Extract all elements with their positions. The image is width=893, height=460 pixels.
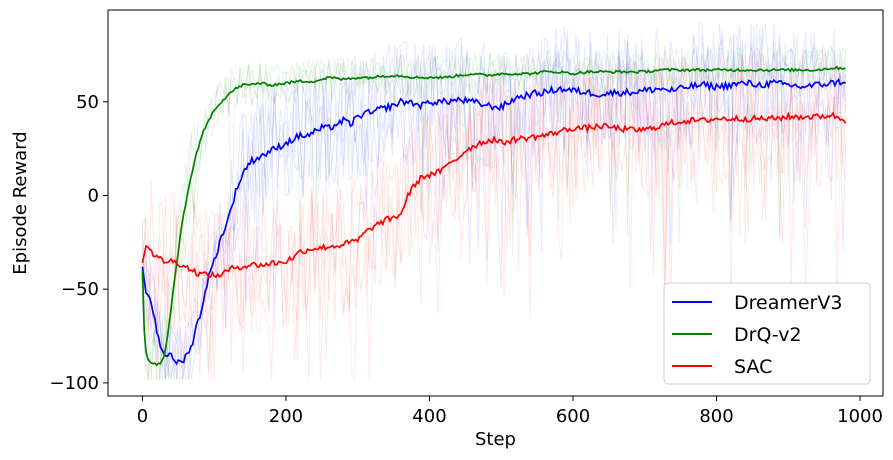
- plot-frame: [107, 9, 884, 397]
- x-tick-label: 800: [699, 406, 733, 427]
- seed-trace: [141, 47, 847, 380]
- x-axis-ticks: 0 200 400 600 800 1000: [137, 396, 883, 427]
- seed-trace: [141, 22, 847, 380]
- y-axis-label: Episode Reward: [10, 131, 31, 274]
- series-line-sac: [141, 111, 847, 279]
- y-axis-ticks: −100 −50 0 50: [50, 92, 108, 394]
- x-tick-label: 600: [556, 406, 590, 427]
- seed-trace: [141, 49, 847, 380]
- y-tick-label: −50: [61, 279, 99, 300]
- y-tick-label: 50: [76, 92, 99, 113]
- series-line-drq-v2: [141, 65, 846, 367]
- seed-trace: [141, 25, 847, 380]
- seed-trace: [141, 49, 847, 380]
- variance-bands: [141, 22, 847, 381]
- y-tick-label: 0: [88, 186, 99, 207]
- legend-label-dreamerv3: DreamerV3: [734, 292, 842, 314]
- legend: DreamerV3 DrQ-v2 SAC: [663, 282, 871, 385]
- x-axis-label: Step: [475, 429, 516, 450]
- seed-trace: [141, 23, 847, 380]
- seed-trace: [141, 46, 847, 380]
- x-tick-label: 400: [412, 406, 446, 427]
- y-tick-label: −100: [50, 373, 99, 394]
- series-line-dreamerv3: [141, 77, 846, 366]
- legend-label-sac: SAC: [734, 356, 772, 378]
- x-tick-label: 0: [137, 406, 148, 427]
- legend-box: [663, 282, 871, 385]
- x-tick-label: 1000: [837, 406, 883, 427]
- seed-trace: [141, 51, 847, 380]
- series-lines: [141, 65, 847, 367]
- legend-label-drq-v2: DrQ-v2: [734, 324, 802, 346]
- x-tick-label: 200: [269, 406, 303, 427]
